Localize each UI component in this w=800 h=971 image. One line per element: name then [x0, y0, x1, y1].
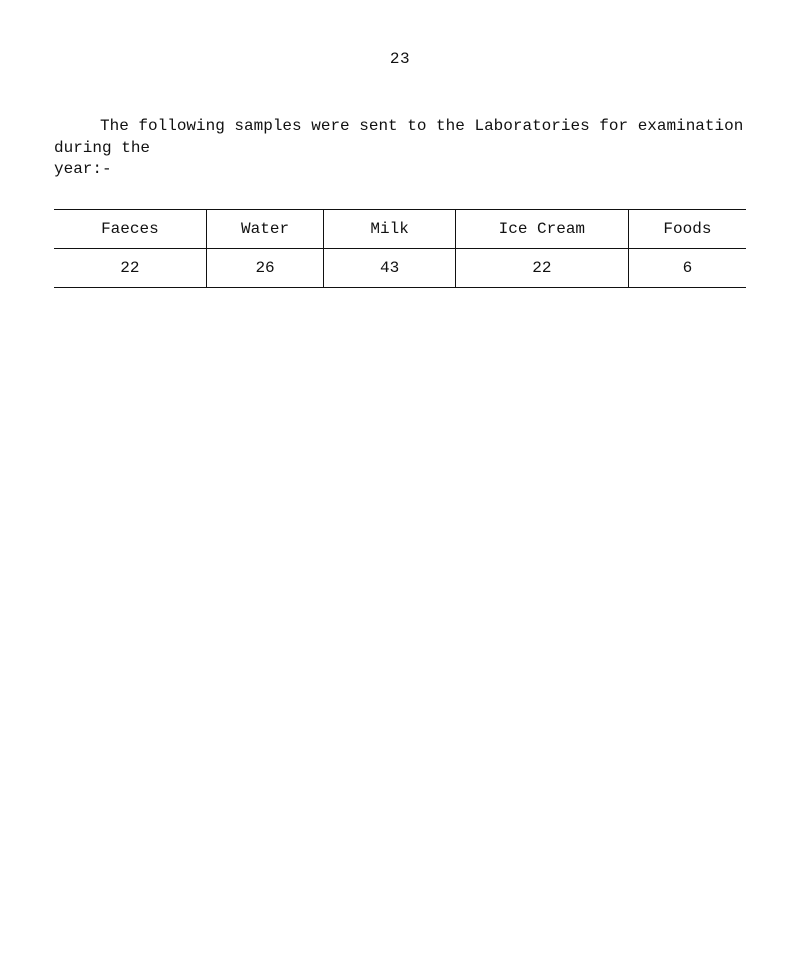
table-cell: 26	[206, 248, 324, 287]
intro-line-2: year:-	[54, 159, 746, 181]
table-cell: 43	[324, 248, 455, 287]
intro-line-1: The following samples were sent to the L…	[54, 116, 746, 159]
col-header: Water	[206, 209, 324, 248]
intro-paragraph: The following samples were sent to the L…	[54, 116, 746, 181]
page-number: 23	[54, 50, 746, 68]
table-row: 22 26 43 22 6	[54, 248, 746, 287]
table-cell: 22	[455, 248, 628, 287]
page: 23 The following samples were sent to th…	[0, 0, 800, 971]
col-header: Faeces	[54, 209, 206, 248]
samples-table: Faeces Water Milk Ice Cream Foods 22 26 …	[54, 209, 746, 288]
table-cell: 6	[628, 248, 746, 287]
col-header: Foods	[628, 209, 746, 248]
table-header-row: Faeces Water Milk Ice Cream Foods	[54, 209, 746, 248]
table-cell: 22	[54, 248, 206, 287]
col-header: Ice Cream	[455, 209, 628, 248]
col-header: Milk	[324, 209, 455, 248]
